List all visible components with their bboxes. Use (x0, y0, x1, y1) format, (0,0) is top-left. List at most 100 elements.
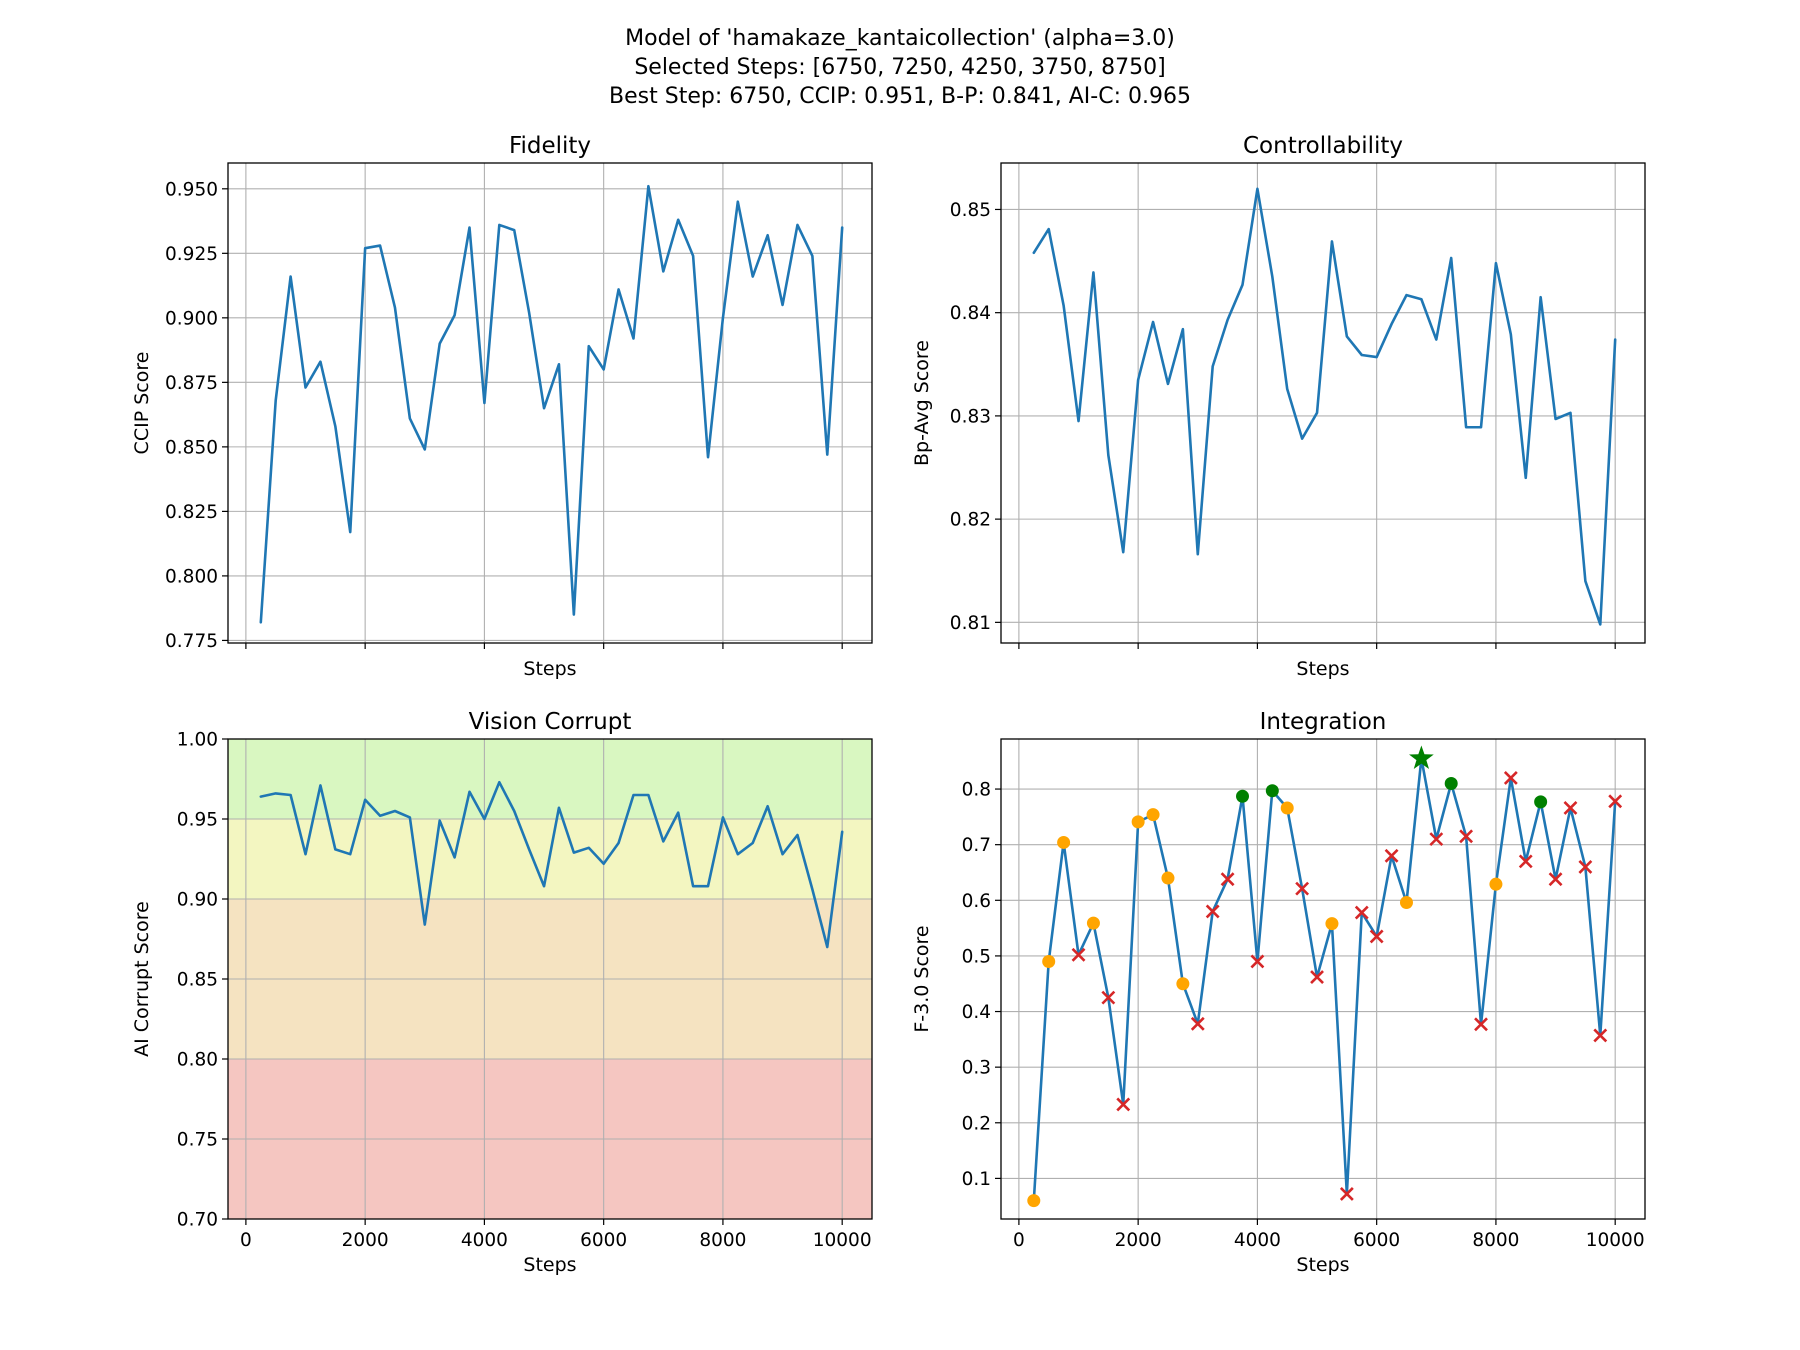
integration-point-25 (1399, 896, 1413, 910)
integration-point-14 (1236, 789, 1249, 803)
fidelity-xlabel: Steps (523, 658, 576, 680)
integration-point-28 (1444, 776, 1458, 790)
integration-xtick-label-2: 4000 (1234, 1230, 1281, 1251)
integration-subplot: 0 2000 4000 6000 8000 10000 0.1 0.2 0.3 0.4 0.5 0.6… (911, 709, 1646, 1276)
controllability-axes-frame (1000, 162, 1646, 644)
integration-point-5 (1101, 990, 1116, 1005)
integration-ytick-label-7: 0.8 (962, 780, 991, 801)
controllability-ytick-label-1: 0.82 (950, 510, 991, 531)
integration-point-35 (1548, 872, 1563, 887)
integration-point-20 (1325, 917, 1339, 931)
integration-point-19 (1310, 970, 1324, 984)
integration-point-33 (1518, 854, 1533, 869)
controllability-title: Controllability (1243, 133, 1403, 159)
vision-corrupt-series-line (259, 780, 844, 949)
vision-corrupt-xtick-label-1: 2000 (342, 1230, 389, 1251)
integration-series-line (1032, 757, 1617, 1202)
integration-xtick-label-4: 8000 (1472, 1230, 1519, 1251)
integration-point-37 (1578, 860, 1593, 874)
integration-point-21 (1339, 1187, 1354, 1201)
fidelity-ytick-label-1: 0.800 (165, 566, 218, 587)
vision-corrupt-subplot: 0 2000 4000 6000 8000 10000 0.70 0.75 0.80 0.85 0.… (131, 709, 873, 1276)
vision-corrupt-ytick-label-4: 0.90 (177, 890, 218, 911)
integration-point-24 (1384, 848, 1399, 863)
integration-point-12 (1205, 904, 1220, 919)
vision-corrupt-ytick-label-6: 1.00 (177, 730, 218, 751)
fidelity-ytick-label-0: 0.775 (165, 631, 218, 652)
controllability-ytick-label-2: 0.83 (950, 406, 991, 427)
controllability-ytick-label-3: 0.84 (950, 303, 991, 324)
integration-ytick-label-1: 0.2 (962, 1113, 991, 1134)
integration-point-11 (1190, 1016, 1205, 1031)
integration-point-39 (1608, 794, 1623, 809)
integration-xtick-label-5: 10000 (1586, 1230, 1645, 1251)
subplots: 0.7750.8000.8250.8500.8750.9000.9250.950… (131, 133, 1646, 1276)
vision-corrupt-title: Vision Corrupt (469, 709, 632, 735)
integration-ytick-label-0: 0.1 (962, 1169, 991, 1190)
vision-corrupt-xtick-label-0: 0 (240, 1230, 252, 1251)
integration-point-7 (1131, 815, 1145, 829)
fidelity-subplot: 0.775 0.800 0.825 0.850 0.875 0.900 0.925 0.950… (131, 133, 873, 680)
integration-point-4 (1086, 916, 1100, 930)
integration-point-8 (1146, 808, 1160, 822)
integration-ytick-label-6: 0.7 (962, 835, 991, 856)
vision-corrupt-xtick-label-2: 4000 (461, 1230, 508, 1251)
integration-point-34 (1534, 795, 1548, 809)
integration-ylabel: F-3.0 Score (911, 925, 933, 1032)
vision-corrupt-ytick-label-1: 0.75 (177, 1130, 218, 1151)
fidelity-title: Fidelity (509, 133, 591, 159)
integration-point-36 (1563, 801, 1578, 815)
vision-corrupt-ytick-label-3: 0.85 (177, 970, 218, 991)
integration-point-32 (1503, 771, 1518, 785)
vision-corrupt-ytick-label-2: 0.80 (177, 1050, 218, 1071)
vision-corrupt-xtick-label-4: 8000 (699, 1230, 746, 1251)
controllability-xlabel: Steps (1296, 658, 1349, 680)
fidelity-ytick-label-2: 0.825 (165, 502, 218, 523)
integration-title: Integration (1260, 709, 1387, 735)
integration-point-13 (1220, 872, 1235, 887)
vision-corrupt-xlabel: Steps (523, 1254, 576, 1276)
controllability-ytick-label-0: 0.81 (950, 613, 991, 634)
integration-point-38 (1593, 1028, 1608, 1043)
fidelity-ytick-label-6: 0.925 (165, 244, 218, 265)
controllability-ytick-label-4: 0.85 (950, 200, 991, 221)
integration-xlabel: Steps (1296, 1254, 1349, 1276)
integration-point-27 (1429, 832, 1444, 847)
integration-point-0 (1027, 1194, 1041, 1208)
vision-corrupt-band-0 (228, 739, 872, 819)
fidelity-ylabel: CCIP Score (131, 352, 153, 455)
integration-point-2 (1057, 835, 1071, 849)
integration-point-30 (1474, 1017, 1488, 1032)
fidelity-ytick-label-7: 0.950 (165, 179, 218, 200)
integration-point-1 (1042, 954, 1056, 968)
fidelity-axes-frame (227, 162, 873, 644)
figure-title-line-2: Selected Steps: [6750, 7250, 4250, 3750,… (634, 55, 1165, 80)
integration-point-26-best-star (1409, 745, 1434, 769)
vision-corrupt-xtick-label-5: 10000 (813, 1230, 872, 1251)
integration-ytick-label-4: 0.5 (962, 946, 991, 967)
integration-ytick-label-2: 0.3 (962, 1058, 991, 1079)
integration-xtick-label-0: 0 (1013, 1230, 1025, 1251)
vision-corrupt-ytick-label-0: 0.70 (177, 1210, 218, 1231)
integration-axes-frame (1000, 738, 1646, 1220)
integration-point-9 (1161, 871, 1175, 885)
integration-point-16 (1265, 784, 1279, 798)
integration-xtick-label-1: 2000 (1115, 1230, 1162, 1251)
controllability-subplot: 0.81 0.82 0.83 0.84 0.85 Controllability Steps… (911, 133, 1646, 680)
integration-point-6 (1116, 1097, 1131, 1112)
integration-point-31 (1489, 877, 1503, 891)
vision-corrupt-ytick-label-5: 0.95 (177, 810, 218, 831)
fidelity-ytick-label-4: 0.875 (165, 373, 218, 394)
integration-point-3 (1071, 947, 1086, 962)
vision-corrupt-xtick-label-3: 6000 (580, 1230, 627, 1251)
integration-ytick-label-5: 0.6 (962, 891, 991, 912)
integration-ytick-label-3: 0.4 (962, 1002, 991, 1023)
fidelity-series-line (259, 184, 844, 624)
integration-point-18 (1295, 881, 1310, 896)
controllability-series-line (1032, 187, 1617, 626)
controllability-ylabel: Bp-Avg Score (911, 340, 933, 466)
figure-title-line-3: Best Step: 6750, CCIP: 0.951, B-P: 0.841… (609, 84, 1191, 109)
vision-corrupt-ylabel: AI Corrupt Score (131, 901, 153, 1057)
integration-point-15 (1250, 954, 1265, 969)
